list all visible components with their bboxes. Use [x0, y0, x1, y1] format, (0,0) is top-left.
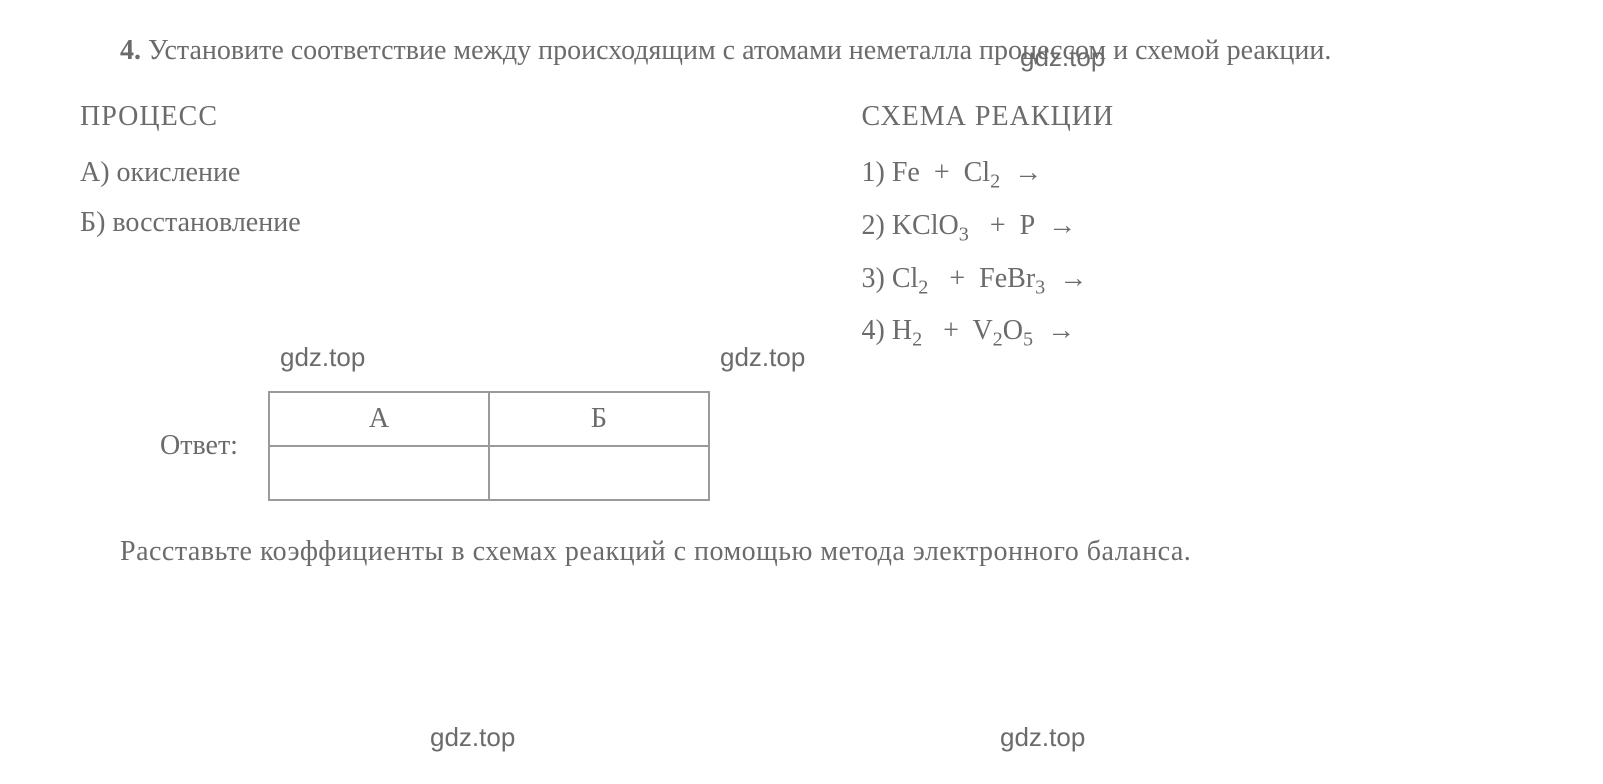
- reaction-number: 2): [862, 210, 885, 241]
- answer-table: А Б: [268, 391, 710, 501]
- reaction-item: 3) Cl2 + FeBr3 →: [862, 258, 1564, 303]
- process-text: восстановление: [112, 207, 300, 238]
- answer-cell[interactable]: [489, 446, 709, 500]
- reaction-item: 1) Fe + Cl2 →: [862, 152, 1564, 197]
- reagent: Cl2: [892, 263, 929, 294]
- process-item: А) окисление: [80, 152, 782, 194]
- reaction-column: СХЕМА РЕАКЦИИ 1) Fe + Cl2 → 2) KClO3 + P…: [782, 96, 1564, 363]
- arrow-icon: →: [1047, 315, 1075, 346]
- table-header: А: [269, 392, 489, 446]
- process-text: окисление: [117, 157, 241, 188]
- reaction-number: 4): [862, 315, 885, 346]
- columns-container: ПРОЦЕСС А) окисление Б) восстановление С…: [40, 96, 1563, 363]
- reaction-header: СХЕМА РЕАКЦИИ: [862, 96, 1564, 138]
- question-intro: 4. Установите соответствие между происхо…: [40, 30, 1563, 72]
- table-header: Б: [489, 392, 709, 446]
- arrow-icon: →: [1048, 210, 1076, 241]
- process-label: Б): [80, 207, 105, 238]
- plus-sign: +: [949, 263, 965, 294]
- reagent: FeBr3: [979, 263, 1045, 294]
- process-item: Б) восстановление: [80, 202, 782, 244]
- arrow-icon: →: [1059, 263, 1087, 294]
- question-intro-text: Установите соответствие между происходящ…: [148, 35, 1331, 66]
- answer-label: Ответ:: [160, 425, 238, 467]
- answer-cell[interactable]: [269, 446, 489, 500]
- table-row: [269, 446, 709, 500]
- plus-sign: +: [990, 210, 1006, 241]
- process-header: ПРОЦЕСС: [80, 96, 782, 138]
- question-number: 4.: [120, 35, 141, 66]
- watermark: gdz.top: [1000, 718, 1085, 757]
- reaction-number: 3): [862, 263, 885, 294]
- reagent: Fe: [892, 157, 920, 188]
- reaction-item: 4) H2 + V2O5 →: [862, 310, 1564, 355]
- reagent: KClO3: [892, 210, 969, 241]
- answer-section: Ответ: А Б: [40, 391, 1563, 501]
- plus-sign: +: [934, 157, 950, 188]
- reaction-number: 1): [862, 157, 885, 188]
- watermark: gdz.top: [720, 338, 805, 377]
- arrow-icon: →: [1014, 157, 1042, 188]
- reagent: P: [1020, 210, 1035, 241]
- process-column: ПРОЦЕСС А) окисление Б) восстановление: [80, 96, 782, 363]
- process-label: А): [80, 157, 110, 188]
- reagent: Cl2: [964, 157, 1001, 188]
- reagent: V2O5: [972, 315, 1033, 346]
- reagent: H2: [892, 315, 922, 346]
- footer-instruction: Расставьте коэффициенты в схемах реакций…: [40, 531, 1563, 573]
- plus-sign: +: [943, 315, 959, 346]
- watermark: gdz.top: [430, 718, 515, 757]
- watermark: gdz.top: [280, 338, 365, 377]
- table-row: А Б: [269, 392, 709, 446]
- reaction-item: 2) KClO3 + P →: [862, 205, 1564, 250]
